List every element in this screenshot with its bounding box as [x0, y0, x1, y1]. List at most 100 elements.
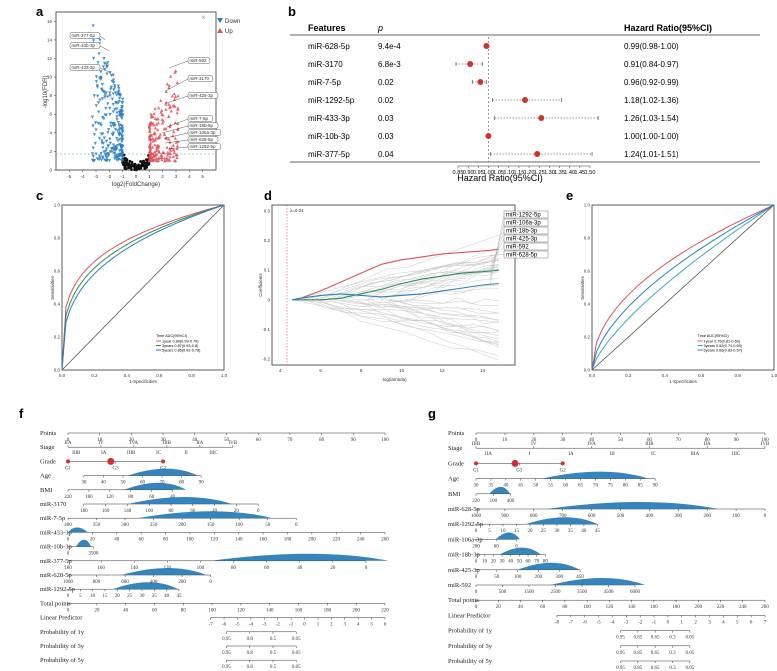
volcano-label-box — [187, 57, 211, 64]
volcano-point-up — [148, 143, 152, 147]
nomo-g-tick-label: 800 — [530, 514, 538, 519]
nomo-f-tick-label-top: IV — [98, 441, 104, 446]
volcano-point-down — [119, 114, 123, 118]
volcano-label-text: miR-425-3p — [190, 93, 214, 98]
volcano-point-down — [111, 122, 116, 126]
nomo-g-row-label: Stage — [448, 445, 463, 452]
volcano-y-ticks: 0 2 4 6 8 10 12 14 16 — [47, 19, 56, 173]
nomo-f-row-label: miR-628-5p — [40, 572, 72, 579]
roc-c-ticks: 0.00.0 0.2 0.2 0.4 0.4 0.6 0.6 0.8 0.8 1.0 1.0 — [54, 203, 228, 379]
volcano-point-down — [114, 101, 118, 105]
nomo-g-tick-label: 4500 — [603, 590, 614, 595]
volcano-point-down — [102, 57, 106, 61]
forest-feature: miR-377-5p — [308, 150, 350, 159]
nomo-f-tick-label-bottom: IA — [101, 451, 107, 456]
volcano-x-tick-label: 2 — [161, 174, 164, 179]
roc-x-tick-label: 1.0 — [221, 373, 228, 378]
legend-down-marker — [217, 18, 223, 23]
volcano-point-down — [117, 86, 121, 91]
nomo-g-tick-label: -6 — [583, 620, 588, 625]
volcano-point-ns — [125, 160, 128, 164]
nomo-f-row-label: miR-377-5p — [40, 558, 72, 565]
volcano-label-box — [187, 92, 219, 99]
volcano-point-up — [156, 159, 161, 163]
roc-y-tick-label: 1.0 — [584, 203, 591, 208]
nomo-g-tick-label: 160 — [650, 605, 658, 610]
nomo-f-grade-point — [66, 459, 70, 464]
volcano-point-up — [169, 74, 173, 78]
nomo-f-tick-label: 40 — [164, 594, 170, 599]
lasso-x-tick-label: 14 — [480, 368, 486, 373]
volcano-point-up — [153, 106, 157, 111]
volcano-point-down — [103, 93, 107, 97]
volcano-point-down — [114, 91, 118, 95]
volcano-point-down — [95, 157, 99, 161]
volcano-x-tick-label: -5 — [67, 174, 71, 179]
volcano-point-up — [150, 145, 155, 149]
nomo-f-tick-label: 600 — [121, 580, 129, 585]
volcano-point-down — [108, 137, 112, 141]
volcano-label-text: miR-377-5p — [72, 33, 96, 38]
volcano-point-down — [113, 84, 117, 88]
roc-y-tick-label: 0.0 — [584, 368, 591, 373]
nomo-f-tick-label: 20 — [90, 537, 96, 542]
volcano-y-tick-label: 6 — [49, 112, 52, 117]
nomo-g-tick-label: 100 — [761, 438, 769, 443]
lasso-label-leader — [489, 214, 505, 286]
roc-e-y-label: Sensitivities — [580, 275, 585, 300]
lasso-label-text: miR-106a-3p — [506, 221, 541, 227]
forest-feature: miR-433-3p — [308, 114, 350, 123]
nomo-g-tick-label: 140 — [628, 605, 636, 610]
nomo-g-tick-label: 30 — [474, 484, 480, 489]
volcano-label-box — [187, 129, 221, 136]
nomo-g-tick-label: 90 — [734, 438, 740, 443]
roc-legend-entry: 5years 0.85(0.92-0.78) — [162, 349, 201, 353]
nomo-g-row-label: miR-18b-3p — [448, 552, 480, 559]
volcano-point-down — [105, 64, 110, 68]
volcano-point-up — [174, 95, 178, 99]
volcano-point-ns — [130, 160, 134, 164]
volcano-point-up — [158, 132, 162, 136]
nomo-g-density — [541, 471, 649, 479]
volcano-point-down — [91, 39, 96, 43]
volcano-point-up — [175, 146, 179, 151]
roc-x-tick-label: 0.8 — [734, 373, 741, 378]
lasso-x-label: -log(lambda) — [381, 377, 407, 382]
nomo-g-row-label: Probability of 5y — [448, 658, 493, 665]
volcano-point-up — [162, 156, 167, 160]
volcano-point-up — [153, 126, 157, 130]
nomo-f-tick-label: 100 — [197, 566, 205, 571]
nomo-g-tick-label-top: IIIB — [472, 442, 481, 447]
panel-d-label: d — [264, 188, 272, 203]
volcano-point-up — [148, 149, 152, 153]
volcano-point-down — [120, 101, 125, 105]
volcano-point-up — [171, 143, 175, 147]
volcano-point-down — [116, 101, 120, 106]
volcano-point-down — [111, 133, 115, 137]
volcano-point-ns — [139, 160, 142, 163]
nomo-f-tick-label: 80 — [319, 438, 325, 443]
nomo-f-tick-label: 0 — [67, 537, 70, 542]
volcano-point-down — [111, 73, 115, 77]
nomo-f-grade-point — [107, 457, 115, 465]
volcano-point-down — [99, 75, 103, 79]
volcano-point-down — [103, 158, 108, 162]
nomo-g-tick-label-bottom: I — [529, 452, 531, 457]
nomo-g-tick-label: 20 — [491, 560, 497, 565]
volcano-point-down — [115, 118, 119, 122]
nomo-f-tick-label: 70 — [287, 438, 293, 443]
nomo-g-grade-point — [511, 459, 519, 467]
nomo-g-tick-label: 0 — [475, 605, 478, 610]
forest-feature: miR-7-5p — [308, 78, 341, 87]
nomo-g-density — [499, 547, 541, 555]
roc-legend-entry: 1year 0.89(0.99-0.79) — [162, 340, 199, 344]
nomo-f-tick-label: 180 — [85, 495, 93, 500]
volcano-point-up — [155, 148, 159, 153]
nomo-f-tick-label: 1000 — [63, 580, 74, 585]
lasso-background-path — [387, 299, 499, 339]
volcano-point-down — [94, 80, 99, 84]
nomo-f-tick-label: 200 — [352, 608, 360, 613]
